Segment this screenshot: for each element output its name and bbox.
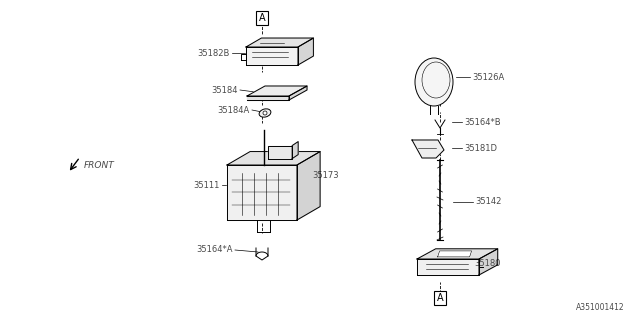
Polygon shape — [298, 38, 314, 65]
Text: A351001412: A351001412 — [577, 303, 625, 312]
Text: 35173: 35173 — [312, 171, 339, 180]
Text: 35180: 35180 — [474, 260, 500, 268]
Polygon shape — [417, 249, 498, 259]
Ellipse shape — [259, 109, 271, 117]
Circle shape — [263, 111, 267, 115]
Polygon shape — [297, 152, 320, 220]
Text: A: A — [436, 293, 444, 303]
Text: 35111: 35111 — [194, 180, 220, 189]
Polygon shape — [289, 86, 307, 100]
Polygon shape — [479, 249, 498, 275]
Text: 35164*B: 35164*B — [464, 117, 500, 126]
Polygon shape — [417, 259, 479, 275]
Polygon shape — [292, 141, 298, 159]
Polygon shape — [227, 152, 320, 165]
Polygon shape — [247, 96, 289, 100]
Polygon shape — [268, 146, 292, 159]
Polygon shape — [438, 251, 472, 257]
Text: 35164*A: 35164*A — [196, 245, 233, 254]
Ellipse shape — [415, 58, 453, 106]
Text: 35181D: 35181D — [464, 143, 497, 153]
Text: FRONT: FRONT — [84, 161, 115, 170]
Text: A: A — [259, 13, 266, 23]
Polygon shape — [412, 140, 444, 158]
Polygon shape — [246, 38, 314, 47]
Polygon shape — [247, 86, 307, 96]
Polygon shape — [227, 165, 297, 220]
Text: 35184A: 35184A — [218, 106, 250, 115]
Text: 35126A: 35126A — [472, 73, 504, 82]
Text: 35182B: 35182B — [198, 49, 230, 58]
Text: 35184: 35184 — [211, 85, 238, 94]
Polygon shape — [246, 47, 298, 65]
Text: 35142: 35142 — [475, 197, 501, 206]
